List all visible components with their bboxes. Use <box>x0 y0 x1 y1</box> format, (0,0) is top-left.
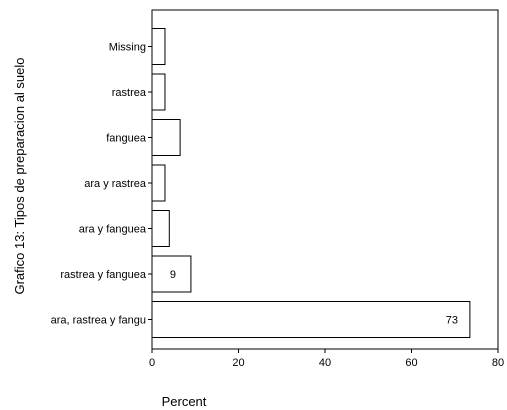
x-tick-label: 60 <box>405 357 417 369</box>
bar <box>151 73 166 111</box>
category-label: fanguea <box>106 133 147 145</box>
x-tick-label: 0 <box>149 357 155 369</box>
category-label: rastrea y fanguea <box>60 269 146 281</box>
bar <box>151 301 471 338</box>
y-axis-title: Grafico 13: Tipos de preparacion al suel… <box>12 57 27 294</box>
x-tick-label: 40 <box>319 357 331 369</box>
x-tick-label: 80 <box>492 357 504 369</box>
bar <box>151 119 181 156</box>
data-label: 73 <box>446 315 458 327</box>
bar <box>151 28 166 65</box>
bars-group <box>151 28 471 338</box>
category-labels: Missing rastrea fanguea ara y rastrea ara y … <box>51 42 152 327</box>
bar <box>151 210 170 247</box>
plot-frame <box>151 9 499 350</box>
x-axis-title: Percent <box>162 394 207 409</box>
x-tick-label: 20 <box>232 357 244 369</box>
category-label: rastrea <box>112 87 147 99</box>
category-label: ara y fanguea <box>79 224 147 236</box>
x-axis: 0 20 40 60 80 <box>149 349 504 369</box>
category-label: ara y rastrea <box>84 178 147 190</box>
data-label: 9 <box>170 269 176 281</box>
category-label: ara, rastrea y fangu <box>51 315 146 327</box>
category-label: Missing <box>109 42 146 54</box>
bar <box>151 164 166 202</box>
data-labels: 9 73 <box>170 269 458 327</box>
